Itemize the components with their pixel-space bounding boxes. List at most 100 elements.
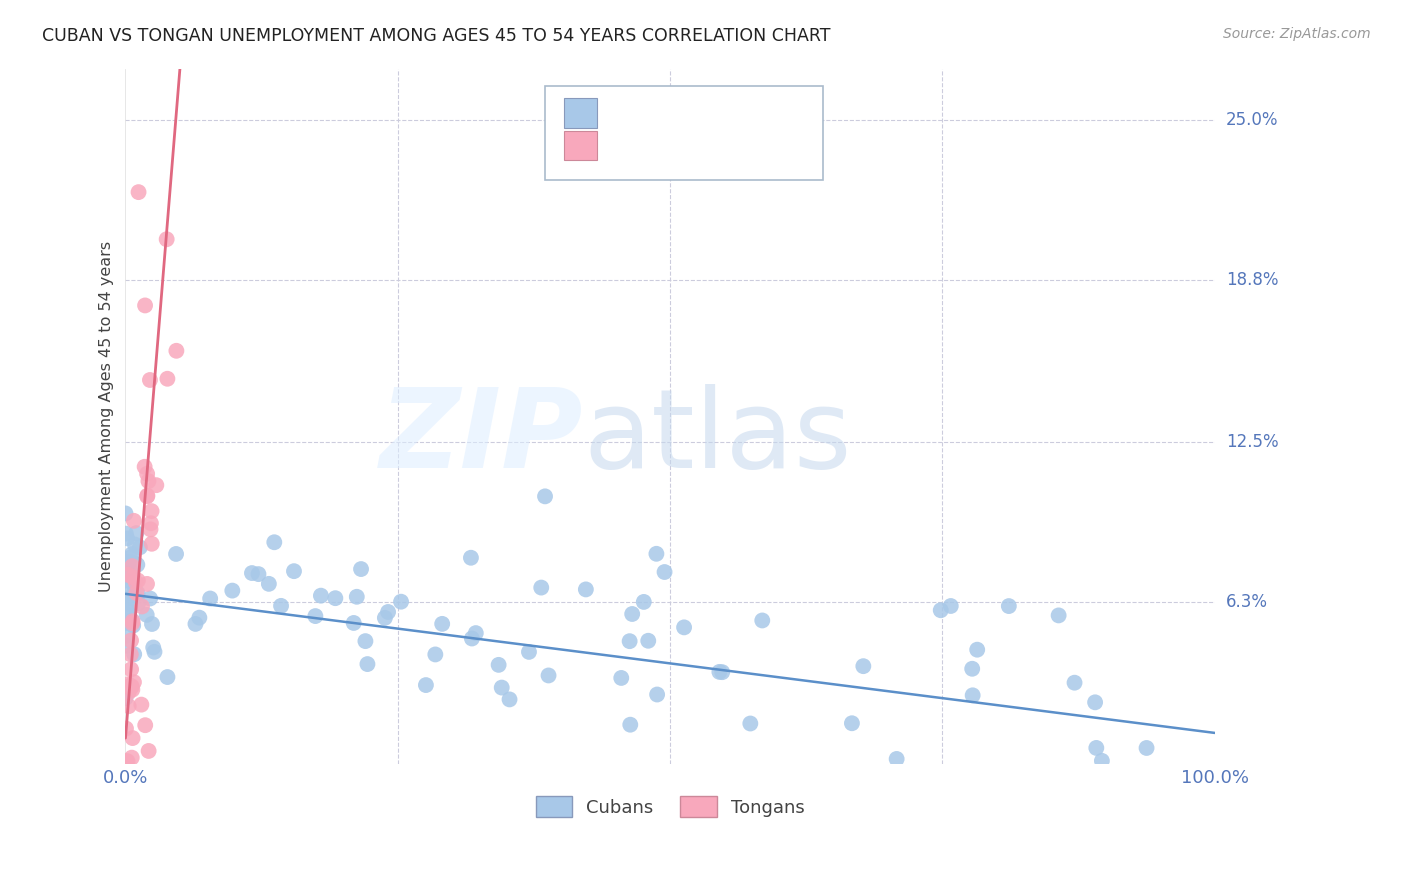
Point [120,680,142,694]
Point [121,613,143,627]
Point [139,591,162,606]
Point [852,659,875,673]
Point [283,564,305,578]
Point [120,648,142,662]
Point [139,522,162,536]
Point [354,634,377,648]
Point [534,489,557,503]
Point [425,648,447,662]
Point [221,583,243,598]
Point [198,591,221,606]
Point [134,718,156,732]
Point [122,647,145,661]
Point [122,570,145,584]
Point [637,633,659,648]
Text: 6.3%: 6.3% [1226,592,1268,611]
Point [117,583,139,598]
Point [125,526,148,541]
Point [115,722,138,736]
Point [240,566,263,580]
Point [120,597,142,611]
Point [134,459,156,474]
Point [343,615,366,630]
Point [621,607,644,621]
Point [117,604,139,618]
Point [120,633,142,648]
Point [122,675,145,690]
Point [156,232,179,246]
Point [257,577,280,591]
Point [464,626,486,640]
Y-axis label: Unemployment Among Ages 45 to 54 years: Unemployment Among Ages 45 to 54 years [100,241,114,591]
Point [124,537,146,551]
FancyBboxPatch shape [564,98,598,128]
Point [136,489,159,503]
Point [517,645,540,659]
Point [139,373,162,387]
Point [491,681,513,695]
Point [117,685,139,699]
Point [939,599,962,613]
Point [115,591,138,606]
Point [120,563,142,577]
Point [122,618,145,632]
Point [711,665,734,680]
Point [128,185,150,199]
Text: N =: N = [730,102,769,120]
Point [374,611,396,625]
Point [1135,741,1157,756]
Point [709,665,731,679]
Point [120,550,142,565]
Point [461,632,484,646]
Point [117,754,139,768]
Point [141,537,163,551]
Text: 46: 46 [782,136,811,154]
Point [114,526,136,541]
Point [136,577,159,591]
Point [325,591,347,606]
Text: R =: R = [605,102,643,120]
Point [121,547,143,561]
Point [740,716,762,731]
Point [136,467,159,481]
Point [841,716,863,731]
Point [124,582,146,597]
Point [127,586,149,600]
Text: CUBAN VS TONGAN UNEMPLOYMENT AMONG AGES 45 TO 54 YEARS CORRELATION CHART: CUBAN VS TONGAN UNEMPLOYMENT AMONG AGES … [42,27,831,45]
Point [633,595,655,609]
Point [121,750,143,764]
Point [114,639,136,653]
Point [114,574,136,588]
Point [498,692,520,706]
Point [139,516,162,531]
Point [118,699,141,714]
Text: -0.385: -0.385 [657,102,720,120]
Point [460,550,482,565]
Point [131,599,153,614]
Text: atlas: atlas [583,384,852,491]
Text: 18.8%: 18.8% [1226,270,1278,289]
Text: 25.0%: 25.0% [1226,111,1278,129]
Point [1084,695,1107,709]
Point [960,662,983,676]
Point [120,662,142,676]
Point [377,605,399,619]
Point [165,343,187,358]
Point [263,535,285,549]
Point [136,489,159,503]
Point [165,547,187,561]
Point [138,744,160,758]
Point [530,581,553,595]
Point [115,607,138,622]
Point [270,599,292,613]
Point [929,603,952,617]
Point [247,567,270,582]
Text: 12.5%: 12.5% [1226,433,1278,451]
Point [115,532,138,546]
Point [121,615,143,629]
Point [131,698,153,712]
Point [114,616,136,631]
Text: N =: N = [730,136,769,154]
Point [143,645,166,659]
Point [389,595,412,609]
